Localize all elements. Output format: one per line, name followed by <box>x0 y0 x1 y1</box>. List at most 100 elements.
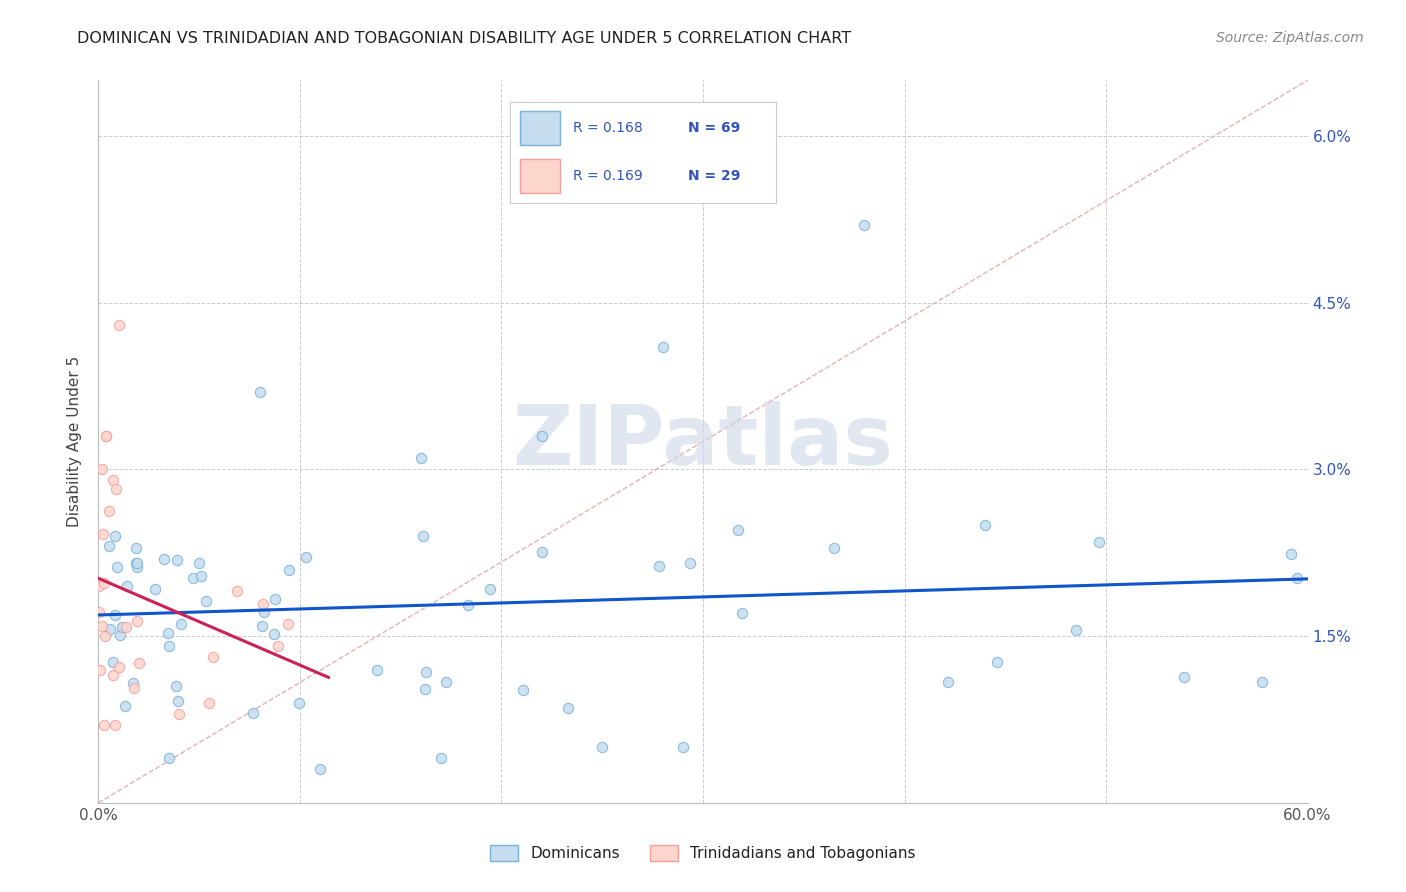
Point <box>277 616 299 631</box>
Point <box>679 556 702 570</box>
Point <box>101 655 124 669</box>
Point <box>651 340 673 354</box>
Point <box>226 584 249 599</box>
Point <box>530 429 553 443</box>
Point <box>1279 547 1302 561</box>
Point <box>557 700 579 714</box>
Point <box>166 553 188 567</box>
Point <box>108 628 131 642</box>
Point <box>672 740 695 755</box>
Point <box>115 620 138 634</box>
Point <box>170 617 193 632</box>
Point <box>153 551 176 566</box>
Point <box>96 429 118 443</box>
Point <box>107 318 129 332</box>
Point <box>101 474 124 488</box>
Point <box>250 619 273 633</box>
Point <box>114 699 136 714</box>
Point <box>104 482 127 496</box>
Point <box>201 650 224 665</box>
Point <box>434 674 457 689</box>
Point <box>91 618 114 632</box>
Point <box>94 629 117 643</box>
Point <box>412 529 434 543</box>
Point <box>366 663 388 677</box>
Point <box>198 696 221 710</box>
Point <box>125 557 148 571</box>
Point <box>93 576 115 591</box>
Point <box>731 606 754 620</box>
Point <box>127 556 149 570</box>
Point <box>457 599 479 613</box>
Point <box>512 682 534 697</box>
Point <box>100 622 122 636</box>
Point <box>93 718 115 732</box>
Point <box>1066 624 1088 638</box>
Point <box>295 550 318 565</box>
Point <box>122 681 145 695</box>
Point <box>96 429 118 443</box>
Point <box>409 451 432 466</box>
Point <box>125 559 148 574</box>
Point <box>105 560 128 574</box>
Point <box>1250 675 1272 690</box>
Point <box>111 620 134 634</box>
Point <box>157 751 180 765</box>
Point <box>1087 535 1109 549</box>
Point <box>104 608 127 623</box>
Point <box>591 740 613 755</box>
Point <box>823 541 845 556</box>
Point <box>115 579 138 593</box>
Point <box>167 694 190 708</box>
Point <box>97 504 120 518</box>
Point <box>277 563 299 577</box>
Point <box>430 751 453 765</box>
Point <box>101 667 124 681</box>
Point <box>98 539 121 553</box>
Point <box>263 627 285 641</box>
Point <box>249 384 271 399</box>
Point <box>121 675 143 690</box>
Point <box>181 571 204 585</box>
Point <box>853 218 876 232</box>
Point <box>87 605 110 619</box>
Point <box>242 706 264 720</box>
Point <box>103 718 125 732</box>
Point <box>157 626 180 640</box>
Point <box>415 665 437 679</box>
Legend: Dominicans, Trinidadians and Tobagonians: Dominicans, Trinidadians and Tobagonians <box>484 839 922 867</box>
Text: ZIPatlas: ZIPatlas <box>513 401 893 482</box>
Point <box>167 706 190 721</box>
Point <box>190 569 212 583</box>
Point <box>263 592 285 607</box>
Point <box>125 541 148 556</box>
Point <box>648 559 671 574</box>
Point <box>974 517 997 532</box>
Point <box>91 462 114 476</box>
Point <box>252 597 274 611</box>
Point <box>986 655 1008 669</box>
Point <box>309 763 332 777</box>
Point <box>89 663 111 677</box>
Point <box>936 674 959 689</box>
Point <box>107 660 129 674</box>
Point <box>288 697 311 711</box>
Point <box>104 529 127 543</box>
Point <box>1173 669 1195 683</box>
Point <box>143 582 166 597</box>
Point <box>87 579 110 593</box>
Point <box>1285 571 1308 585</box>
Point <box>91 526 114 541</box>
Point <box>267 640 290 654</box>
Point <box>478 582 501 597</box>
Text: Source: ZipAtlas.com: Source: ZipAtlas.com <box>1216 31 1364 45</box>
Point <box>188 557 211 571</box>
Point <box>157 640 180 654</box>
Point <box>253 605 276 619</box>
Point <box>195 593 218 607</box>
Y-axis label: Disability Age Under 5: Disability Age Under 5 <box>67 356 83 527</box>
Point <box>531 545 554 559</box>
Point <box>415 681 437 696</box>
Point <box>727 523 749 537</box>
Text: DOMINICAN VS TRINIDADIAN AND TOBAGONIAN DISABILITY AGE UNDER 5 CORRELATION CHART: DOMINICAN VS TRINIDADIAN AND TOBAGONIAN … <box>77 31 852 46</box>
